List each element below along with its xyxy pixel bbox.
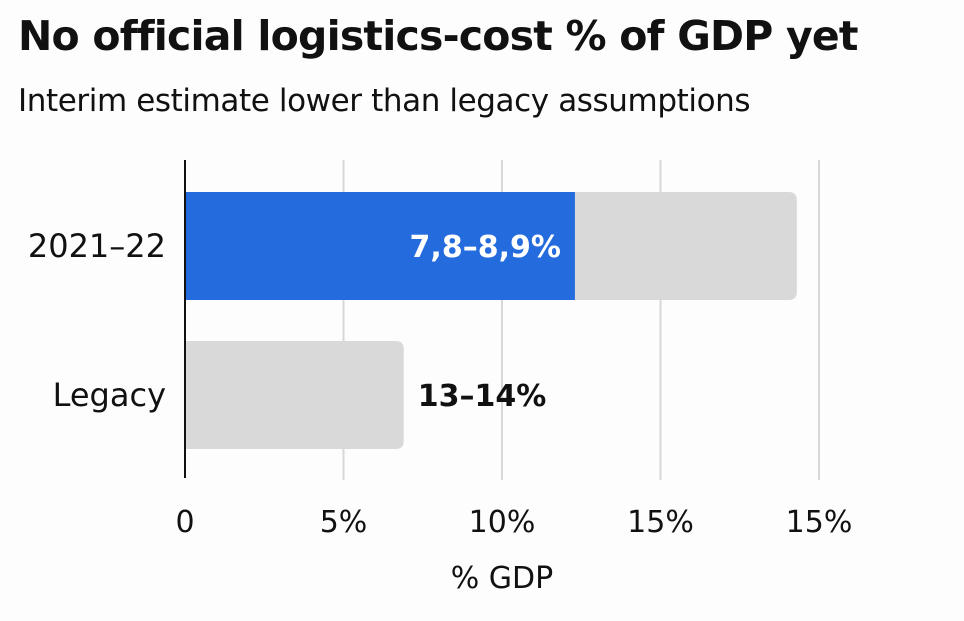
x-tick-label: 5% <box>320 505 368 540</box>
data-label: 13–14% <box>418 379 547 414</box>
chart-title: No official logistics-cost % of GDP yet <box>18 12 859 60</box>
category-labels: 2021–22 Legacy <box>28 227 166 414</box>
x-tick-label: 10% <box>469 505 536 540</box>
category-label: 2021–22 <box>28 227 166 265</box>
data-label: 7,8–8,9% <box>410 230 561 265</box>
x-axis-label: % GDP <box>451 561 553 596</box>
x-tick-label: 15% <box>786 505 853 540</box>
data-labels: 7,8–8,9% 13–14% <box>410 230 561 414</box>
bar-highlight <box>185 192 575 300</box>
bars <box>185 192 797 449</box>
x-tick-label: 15% <box>627 505 694 540</box>
category-label: Legacy <box>53 376 166 414</box>
bar-track <box>185 341 404 449</box>
x-tick-labels: 0 5% 10% 15% 15% <box>175 505 852 540</box>
chart-subtitle: Interim estimate lower than legacy assum… <box>18 83 751 119</box>
x-tick-label: 0 <box>175 505 194 540</box>
